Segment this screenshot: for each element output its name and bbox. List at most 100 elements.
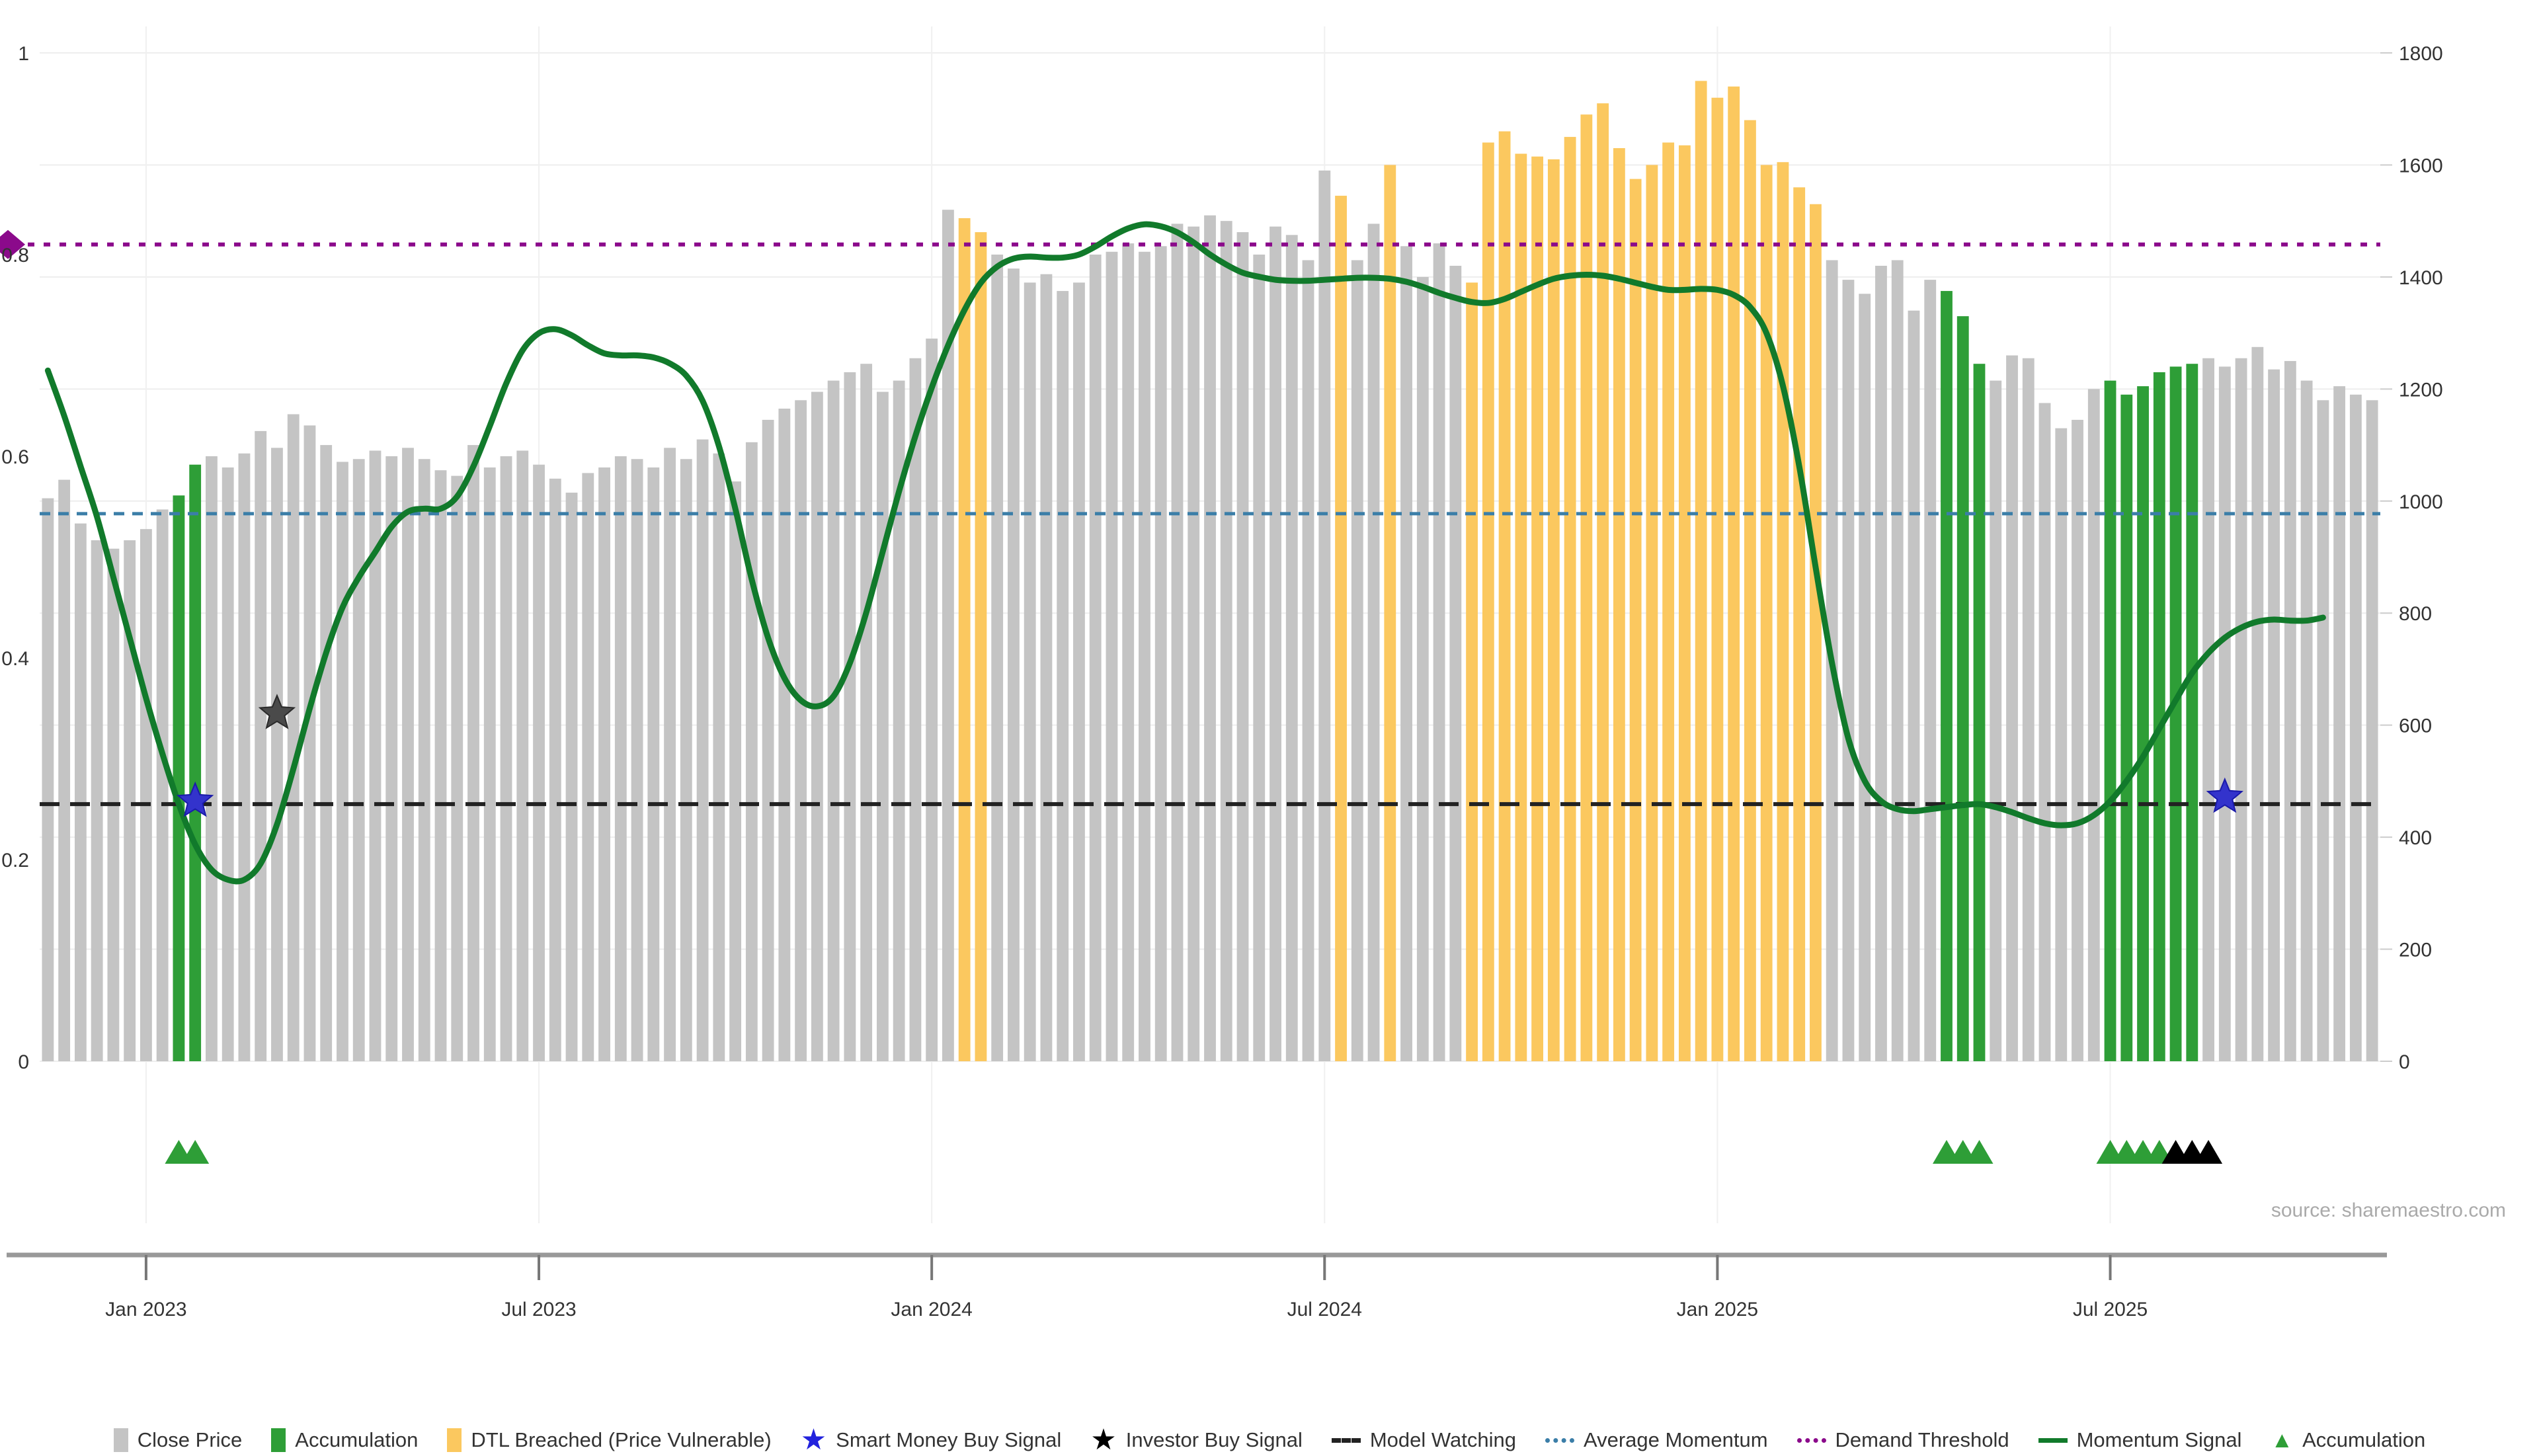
bar-close-price[interactable] [2300, 380, 2313, 1061]
bar-close-price[interactable] [2349, 394, 2362, 1061]
bar-close-price[interactable] [926, 339, 938, 1062]
bar-close-price[interactable] [844, 372, 856, 1061]
bar-close-price[interactable] [369, 450, 382, 1061]
bar-close-price[interactable] [434, 470, 447, 1061]
bar-close-price[interactable] [2366, 400, 2378, 1061]
bar-close-price[interactable] [2022, 358, 2035, 1061]
bar-close-price[interactable] [58, 479, 71, 1061]
bar-close-price[interactable] [991, 255, 1004, 1061]
bar-accumulation[interactable] [2169, 366, 2182, 1061]
bar-close-price[interactable] [614, 456, 627, 1061]
bar-close-price[interactable] [467, 445, 479, 1061]
bar-close-price[interactable] [778, 408, 791, 1061]
legend-item[interactable]: DTL Breached (Price Vulnerable) [447, 1428, 772, 1452]
bar-close-price[interactable] [2284, 360, 2296, 1062]
bar-close-price[interactable] [631, 459, 643, 1061]
bar-close-price[interactable] [729, 481, 742, 1061]
bar-close-price[interactable] [1024, 282, 1036, 1062]
bar-close-price[interactable] [1318, 170, 1331, 1062]
bar-close-price[interactable] [1891, 260, 1904, 1062]
bar-close-price[interactable] [565, 493, 578, 1061]
bar-dtl-breached[interactable] [1335, 196, 1347, 1062]
bar-close-price[interactable] [533, 464, 545, 1061]
bar-close-price[interactable] [2268, 369, 2280, 1061]
bar-accumulation[interactable] [1973, 364, 1986, 1062]
bar-accumulation[interactable] [1956, 316, 1969, 1061]
bar-close-price[interactable] [516, 450, 529, 1061]
bar-close-price[interactable] [2251, 346, 2264, 1061]
bar-close-price[interactable] [1875, 265, 1887, 1061]
bar-close-price[interactable] [91, 540, 103, 1061]
bar-close-price[interactable] [2006, 355, 2018, 1062]
bar-dtl-breached[interactable] [1646, 165, 1658, 1061]
bar-close-price[interactable] [876, 391, 889, 1061]
bar-close-price[interactable] [1236, 232, 1249, 1062]
bar-close-price[interactable] [271, 448, 283, 1061]
bar-accumulation[interactable] [2120, 394, 2133, 1061]
bar-close-price[interactable] [1908, 310, 1920, 1062]
bar-close-price[interactable] [1122, 243, 1135, 1061]
bar-close-price[interactable] [1924, 280, 1937, 1061]
bar-close-price[interactable] [762, 419, 774, 1061]
bar-close-price[interactable] [2235, 358, 2247, 1061]
bar-accumulation[interactable] [189, 464, 202, 1061]
bar-dtl-breached[interactable] [1531, 156, 1544, 1062]
bar-dtl-breached[interactable] [1695, 81, 1707, 1062]
bar-dtl-breached[interactable] [1728, 86, 1740, 1061]
bar-close-price[interactable] [1073, 282, 1085, 1062]
bar-dtl-breached[interactable] [1793, 187, 1806, 1061]
bar-close-price[interactable] [827, 380, 840, 1061]
bar-close-price[interactable] [74, 523, 87, 1061]
bar-close-price[interactable] [1367, 223, 1380, 1061]
bar-close-price[interactable] [1220, 221, 1232, 1062]
bar-close-price[interactable] [696, 439, 709, 1061]
bar-close-price[interactable] [2317, 400, 2329, 1061]
bar-close-price[interactable] [2218, 366, 2231, 1061]
bar-close-price[interactable] [255, 430, 267, 1061]
legend-item[interactable]: ★ Smart Money Buy Signal [801, 1426, 1062, 1455]
bar-close-price[interactable] [1188, 226, 1200, 1061]
bar-close-price[interactable] [2038, 403, 2051, 1061]
bar-close-price[interactable] [1008, 268, 1020, 1061]
bar-close-price[interactable] [664, 448, 676, 1061]
bar-dtl-breached[interactable] [1580, 114, 1593, 1061]
legend-item[interactable]: Demand Threshold [1796, 1428, 2009, 1452]
bar-close-price[interactable] [385, 456, 398, 1061]
legend-item[interactable]: Average Momentum [1545, 1428, 1768, 1452]
bar-close-price[interactable] [320, 445, 333, 1061]
bar-close-price[interactable] [942, 210, 954, 1062]
bar-close-price[interactable] [1171, 223, 1184, 1061]
bar-close-price[interactable] [1154, 246, 1167, 1062]
bar-accumulation[interactable] [1941, 291, 1953, 1061]
bar-accumulation[interactable] [2104, 380, 2116, 1061]
bar-dtl-breached[interactable] [1777, 162, 1789, 1061]
bar-dtl-breached[interactable] [1678, 145, 1691, 1062]
bar-close-price[interactable] [2333, 386, 2346, 1061]
legend-item[interactable]: Close Price [113, 1428, 242, 1452]
bar-close-price[interactable] [795, 400, 807, 1061]
bar-close-price[interactable] [860, 364, 873, 1062]
bar-close-price[interactable] [238, 453, 251, 1061]
bar-dtl-breached[interactable] [1810, 204, 1822, 1061]
bar-close-price[interactable] [42, 498, 54, 1061]
bar-dtl-breached[interactable] [1711, 97, 1724, 1061]
bar-dtl-breached[interactable] [975, 232, 987, 1062]
smart-money-buy-star-icon[interactable] [2206, 777, 2244, 813]
bar-dtl-breached[interactable] [1662, 142, 1675, 1062]
bar-close-price[interactable] [1449, 265, 1462, 1061]
bar-close-price[interactable] [1990, 380, 2002, 1061]
bar-dtl-breached[interactable] [1515, 153, 1527, 1062]
investor-buy-star-icon[interactable] [258, 694, 296, 729]
bar-close-price[interactable] [2087, 389, 2100, 1061]
bar-dtl-breached[interactable] [1466, 282, 1478, 1062]
bar-close-price[interactable] [1302, 260, 1314, 1062]
bar-close-price[interactable] [483, 467, 496, 1061]
bar-close-price[interactable] [1253, 255, 1266, 1061]
bar-accumulation[interactable] [173, 495, 185, 1061]
bar-close-price[interactable] [2072, 419, 2083, 1061]
legend-item[interactable]: ★ Investor Buy Signal [1090, 1426, 1303, 1455]
smart-money-buy-star-icon[interactable] [176, 781, 214, 817]
bar-close-price[interactable] [1859, 294, 1871, 1061]
bar-close-price[interactable] [402, 448, 414, 1061]
bar-dtl-breached[interactable] [1384, 165, 1396, 1061]
